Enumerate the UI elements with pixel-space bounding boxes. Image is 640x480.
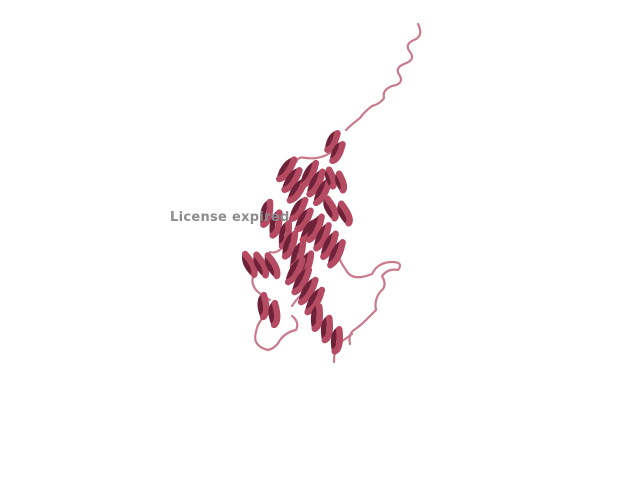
helix-a-front-0 (275, 156, 298, 183)
helix-j-front-0 (241, 250, 258, 278)
helix-g-front-1 (313, 222, 332, 252)
helix-d-front-0 (260, 198, 274, 228)
protein-helices (241, 129, 353, 355)
helix-f (323, 195, 353, 227)
helix-h-front-0 (281, 230, 299, 260)
helix-g-front-0 (306, 213, 325, 243)
helix-g (306, 213, 346, 269)
coil-segment-8 (290, 294, 302, 308)
helix-i-front-1 (291, 266, 313, 296)
helix-j (241, 250, 281, 280)
coil-segment-0 (344, 22, 422, 132)
helix-a-front-1 (281, 167, 303, 193)
helix-i-front-3 (304, 286, 326, 316)
helix-e-front-0 (288, 196, 309, 222)
helix-k-front-1 (270, 299, 281, 329)
helix-f-front-0 (324, 195, 339, 222)
helix-g-front-2 (320, 230, 339, 260)
helix-c (324, 166, 348, 194)
helix-l (310, 303, 344, 355)
helix-i-front-0 (284, 256, 306, 286)
helix-l-front-2 (331, 326, 344, 355)
helix-g-front-3 (327, 239, 346, 269)
helix-i-front-2 (297, 276, 319, 306)
helix-top (324, 129, 346, 165)
helix-b-front-0 (299, 159, 320, 189)
helix-k-front-0 (259, 291, 270, 321)
coil-segment-6 (254, 312, 299, 352)
helix-i (284, 256, 326, 316)
helix-k (257, 291, 281, 329)
helix-top-front-0 (324, 129, 341, 154)
helix-d (260, 198, 292, 250)
helix-b-front-1 (306, 168, 326, 198)
coil-segment-3 (334, 248, 402, 346)
helix-f-front-1 (338, 200, 353, 227)
coil-segment-1 (294, 148, 336, 164)
helix-a (275, 156, 309, 204)
helix-c-front-0 (325, 166, 338, 190)
helix-l-front-0 (311, 303, 324, 332)
helix-e-front-1 (294, 207, 314, 233)
helix-j-front-1 (253, 251, 270, 279)
license-watermark: License expired (170, 210, 290, 225)
helix-j-front-2 (264, 252, 281, 280)
helix-l-front-1 (321, 314, 334, 344)
helix-d-front-1 (269, 209, 283, 239)
helix-c-front-1 (335, 170, 348, 194)
helix-top-front-1 (329, 140, 346, 165)
